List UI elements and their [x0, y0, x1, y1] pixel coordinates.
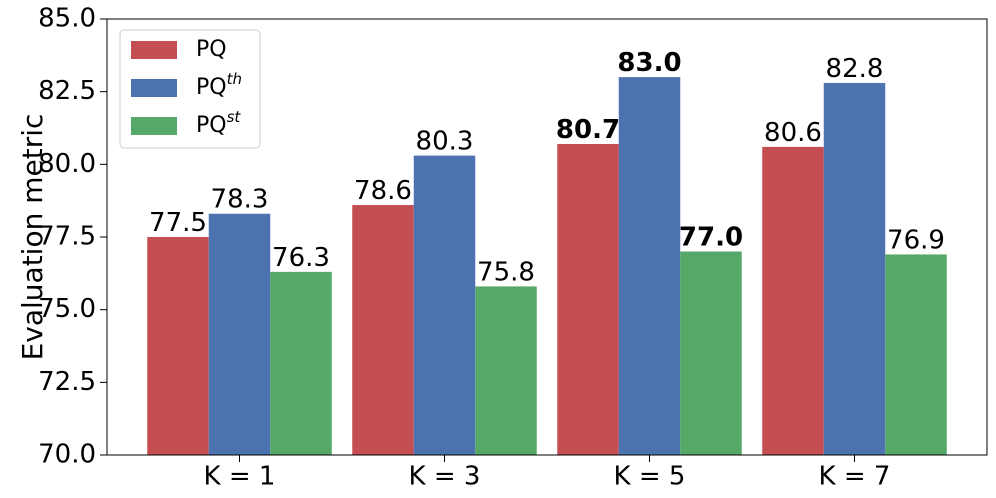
bar	[147, 237, 209, 455]
legend-label: PQst	[196, 108, 241, 139]
value-label: 75.8	[477, 257, 535, 287]
value-label: 78.6	[354, 176, 412, 206]
y-tick-label: 75.0	[38, 294, 96, 324]
legend-label: PQth	[196, 70, 242, 101]
bar	[680, 251, 742, 455]
legend-superscript: th	[227, 70, 242, 88]
legend-label: PQ	[196, 37, 227, 62]
bar	[823, 82, 886, 456]
y-tick-label: 72.5	[38, 367, 96, 397]
value-label: 77.0	[679, 223, 743, 253]
x-tick-label: K = 5	[614, 462, 686, 492]
bar	[352, 205, 414, 455]
y-tick-label: 80.0	[38, 149, 96, 179]
legend-name: PQ	[196, 113, 227, 138]
y-tick-label: 82.5	[38, 76, 96, 106]
y-tick-label: 85.0	[38, 4, 96, 34]
bar	[475, 286, 537, 455]
y-axis-label: Evaluation metric	[16, 114, 49, 361]
legend-superscript: st	[227, 108, 242, 126]
x-tick-label: K = 3	[409, 462, 481, 492]
y-tick-label: 77.5	[38, 222, 96, 252]
legend-swatch	[131, 79, 177, 97]
bar	[413, 155, 476, 455]
legend-swatch	[131, 117, 177, 135]
legend-swatch	[131, 41, 177, 59]
bar	[208, 213, 271, 455]
plot-frame	[106, 18, 988, 456]
bar	[618, 77, 681, 455]
value-label: 76.3	[272, 243, 330, 273]
bar	[762, 146, 824, 456]
value-label: 83.0	[617, 48, 681, 78]
bar	[557, 143, 619, 455]
legend-name: PQ	[196, 37, 227, 62]
bar	[885, 254, 947, 455]
bar	[270, 271, 332, 455]
value-label: 82.8	[826, 54, 884, 84]
value-label: 78.3	[211, 185, 269, 215]
value-label: 77.5	[149, 208, 207, 238]
x-tick-label: K = 7	[819, 462, 891, 492]
value-label: 80.6	[764, 118, 822, 148]
legend-name: PQ	[196, 75, 227, 100]
value-label: 80.3	[416, 127, 474, 157]
x-tick-label: K = 1	[204, 462, 276, 492]
value-label: 80.7	[556, 115, 620, 145]
value-label: 76.9	[887, 225, 945, 255]
y-tick-label: 70.0	[38, 440, 96, 470]
